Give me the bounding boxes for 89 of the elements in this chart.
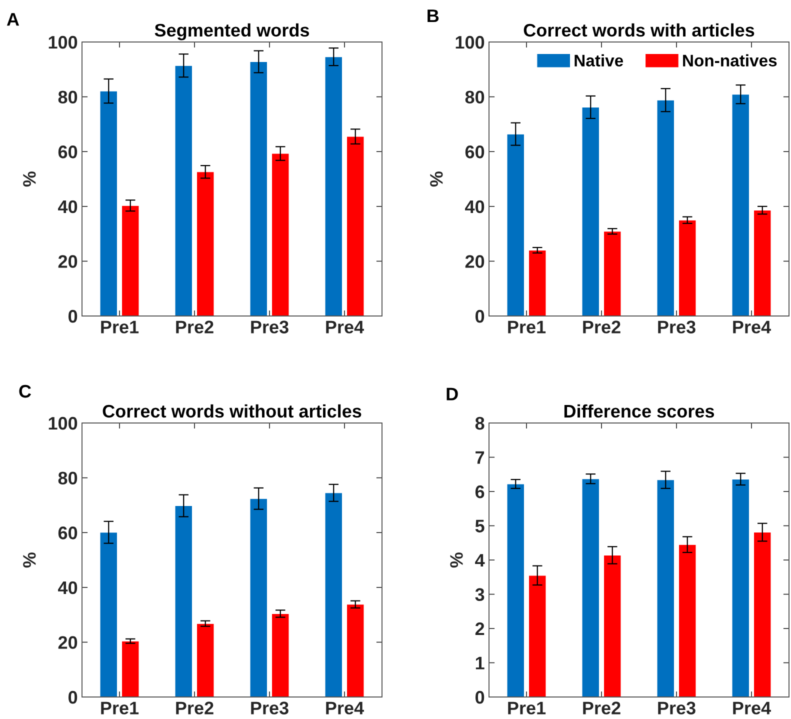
chart-title: Segmented words — [154, 23, 310, 40]
x-tick-label: Pre1 — [101, 320, 139, 334]
bar — [732, 478, 750, 697]
legend-label: Non-natives — [683, 54, 777, 66]
y-tick-label: 0 — [68, 310, 78, 323]
y-tick-label: 80 — [58, 90, 78, 104]
y-tick-label: 0 — [476, 690, 484, 704]
legend-label: Native — [574, 54, 624, 66]
text: D — [446, 388, 458, 400]
bar — [732, 94, 750, 316]
chart-title: Correct words with articles — [524, 23, 754, 37]
y-tick-label: 40 — [58, 581, 78, 594]
bar — [656, 100, 675, 316]
bar — [582, 106, 600, 316]
bar — [753, 532, 772, 697]
y-tick-label: 6 — [475, 485, 484, 498]
bar — [121, 205, 140, 316]
y-tick-label: 3 — [475, 588, 484, 601]
y-axis-title: % — [430, 171, 443, 187]
bar — [603, 231, 622, 316]
bar — [678, 220, 696, 316]
y-tick-label: 4 — [475, 554, 485, 567]
x-tick-label: Pre4 — [326, 320, 364, 334]
bar — [174, 65, 193, 316]
bar — [174, 505, 193, 697]
x-tick-label: Pre3 — [658, 320, 696, 334]
y-tick-label: 40 — [58, 200, 78, 214]
y-axis-title: % — [23, 552, 36, 568]
bar — [506, 484, 525, 697]
x-tick-label: Pre2 — [176, 702, 214, 714]
y-tick-label: 1 — [476, 656, 484, 670]
bar — [100, 90, 118, 316]
bar — [582, 478, 600, 697]
y-tick-label: 8 — [475, 416, 484, 430]
bar — [250, 498, 268, 697]
x-tick-label: Pre1 — [508, 320, 546, 334]
bar — [528, 575, 546, 697]
bar — [753, 210, 772, 316]
y-tick-label: 5 — [475, 520, 484, 532]
y-tick-label: 7 — [476, 451, 484, 464]
y-tick-label: 20 — [58, 255, 78, 268]
x-tick-label: Pre1 — [508, 702, 546, 714]
y-tick-label: 60 — [58, 526, 78, 540]
y-tick-label: 100 — [456, 36, 484, 49]
bar — [656, 480, 675, 697]
bar — [324, 56, 343, 316]
y-tick-label: 20 — [465, 255, 484, 268]
y-tick-label: 80 — [58, 472, 78, 485]
y-tick-label: 2 — [475, 622, 484, 636]
y-tick-label: 0 — [68, 690, 78, 704]
bar — [100, 532, 118, 697]
y-tick-label: 100 — [48, 36, 78, 49]
bar — [271, 153, 290, 316]
x-tick-label: Pre3 — [251, 702, 288, 714]
bar — [678, 544, 696, 697]
y-tick-label: 60 — [58, 146, 78, 158]
chart-title: Difference scores — [564, 404, 714, 418]
bar — [603, 554, 622, 697]
y-tick-label: 80 — [465, 90, 484, 104]
bar — [528, 250, 546, 316]
bar — [324, 492, 343, 697]
x-tick-label: Pre3 — [251, 320, 288, 334]
x-tick-label: Pre2 — [583, 320, 620, 334]
x-tick-label: Pre2 — [583, 702, 620, 714]
x-tick-label: Pre4 — [733, 320, 771, 334]
x-tick-label: Pre3 — [658, 702, 696, 714]
y-tick-label: 60 — [465, 146, 484, 158]
chart-title: Correct words without articles — [102, 404, 362, 418]
x-tick-label: Pre2 — [176, 320, 214, 334]
x-tick-label: Pre1 — [101, 702, 139, 714]
text: A — [6, 13, 20, 26]
y-axis-title: % — [450, 552, 463, 568]
y-tick-label: 40 — [465, 200, 484, 214]
bar — [506, 134, 525, 316]
x-tick-label: Pre4 — [733, 702, 771, 714]
bar — [271, 613, 290, 697]
text: C — [19, 384, 32, 398]
text: B — [428, 10, 439, 22]
bar — [121, 640, 140, 697]
bar — [346, 604, 364, 697]
bar — [346, 136, 364, 316]
x-tick-label: Pre4 — [326, 702, 364, 714]
bar — [250, 61, 268, 316]
y-tick-label: 0 — [476, 310, 484, 323]
y-axis-title: % — [23, 171, 36, 187]
y-tick-label: 100 — [48, 416, 78, 430]
bar — [196, 172, 214, 316]
y-tick-label: 20 — [58, 636, 78, 649]
bar — [196, 623, 214, 697]
